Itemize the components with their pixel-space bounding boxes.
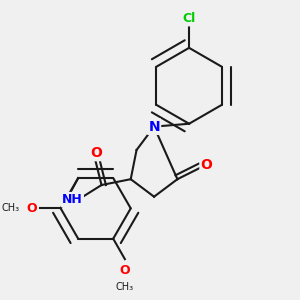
Text: O: O — [120, 264, 130, 277]
Text: O: O — [201, 158, 212, 172]
Text: O: O — [90, 146, 102, 160]
Text: Cl: Cl — [182, 12, 196, 25]
Text: N: N — [148, 120, 160, 134]
Text: NH: NH — [62, 193, 83, 206]
Text: O: O — [26, 202, 37, 215]
Text: CH₃: CH₃ — [116, 283, 134, 292]
Text: CH₃: CH₃ — [2, 203, 20, 213]
